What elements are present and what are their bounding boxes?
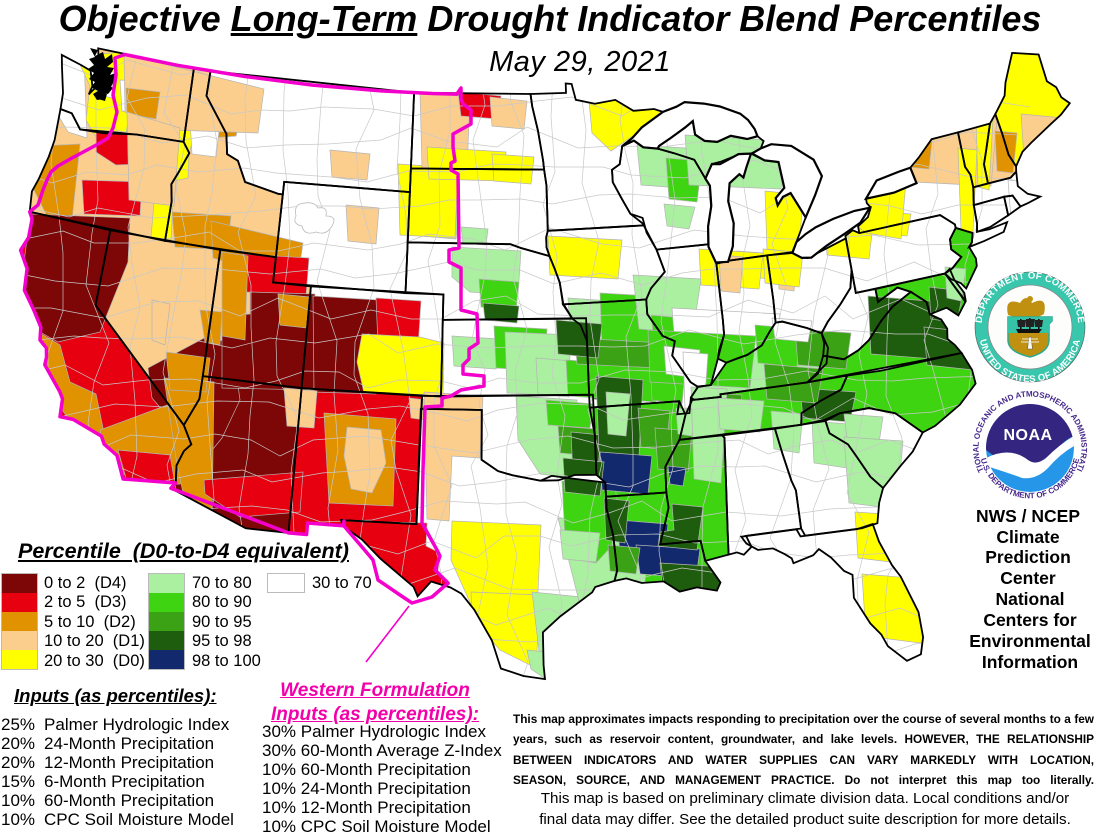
svg-text:NOAA: NOAA <box>1003 427 1052 444</box>
svg-text:NATIONAL OCEANIC AND ATMOSPHER: NATIONAL OCEANIC AND ATMOSPHERIC ADMINIS… <box>0 0 1089 474</box>
